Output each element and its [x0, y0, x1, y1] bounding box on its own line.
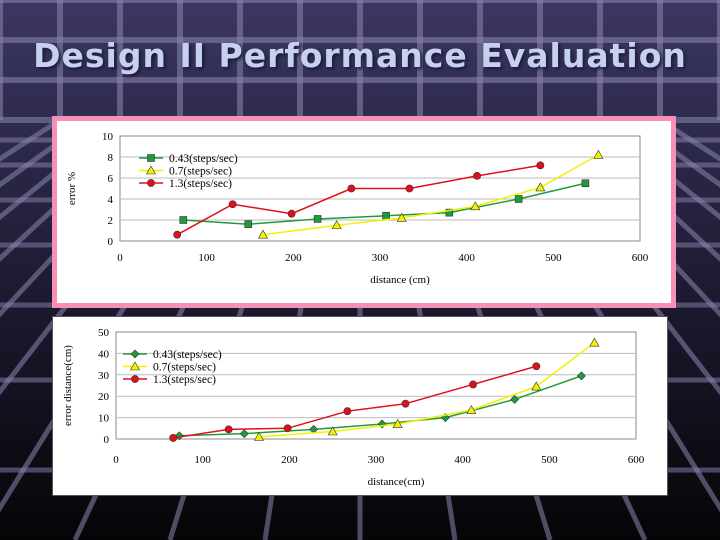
x-tick-label: 500 [545, 252, 562, 264]
legend-marker [131, 375, 139, 383]
y-tick-label: 8 [108, 152, 114, 164]
data-point-series-3 [287, 209, 296, 218]
data-point-series-1 [581, 179, 590, 188]
legend-label: 1.3(steps/sec) [153, 374, 216, 386]
bg-grid-line [598, 118, 720, 221]
data-point-series-3 [469, 380, 477, 389]
x-tick-label: 400 [458, 252, 475, 264]
data-point-series-2 [589, 337, 600, 347]
x-tick-label: 0 [113, 454, 119, 466]
y-tick-label: 20 [98, 391, 110, 403]
data-point-series-2 [535, 182, 546, 192]
data-point-series-1 [576, 371, 586, 381]
x-tick-label: 0 [117, 252, 123, 264]
data-point-series-3 [405, 184, 414, 193]
data-point-series-3 [169, 434, 178, 442]
data-point-series-2 [466, 404, 477, 414]
y-tick-label: 50 [98, 327, 110, 339]
data-point-series-3 [343, 407, 352, 416]
series-line-2 [258, 342, 595, 438]
data-point-series-1 [445, 208, 454, 217]
x-tick-label: 100 [198, 252, 215, 264]
legend-label: 1.3(steps/sec) [169, 178, 232, 190]
x-tick-label: 400 [454, 454, 471, 466]
x-tick-label: 300 [368, 454, 385, 466]
y-tick-label: 2 [108, 215, 114, 227]
data-point-series-1 [382, 212, 390, 220]
data-point-series-1 [244, 220, 253, 228]
slide-title: Design II Performance Evaluation [33, 36, 687, 75]
data-point-series-3 [536, 161, 545, 170]
x-tick-label: 500 [541, 454, 558, 466]
x-tick-label: 200 [285, 252, 302, 264]
x-tick-label: 100 [194, 454, 211, 466]
data-point-series-1 [239, 429, 249, 439]
data-point-series-1 [510, 394, 520, 404]
data-point-series-2 [392, 418, 403, 428]
legend-label: 0.43(steps/sec) [169, 153, 238, 165]
data-point-series-3 [173, 230, 182, 239]
y-tick-label: 30 [98, 370, 110, 382]
bg-grid-line [0, 118, 122, 221]
x-axis-label: distance(cm) [368, 476, 425, 488]
data-point-series-1 [313, 215, 322, 223]
y-tick-label: 0 [104, 434, 110, 446]
y-tick-label: 40 [98, 348, 110, 360]
x-tick-label: 600 [628, 454, 645, 466]
y-tick-label: 4 [108, 194, 114, 206]
x-axis-label: distance (cm) [370, 274, 430, 286]
data-point-series-2 [253, 431, 265, 441]
legend-marker [129, 361, 141, 371]
y-tick-label: 10 [102, 131, 114, 143]
data-point-series-3 [228, 200, 237, 209]
data-point-series-3 [532, 362, 541, 371]
x-tick-label: 300 [372, 252, 389, 264]
data-point-series-2 [327, 426, 338, 436]
data-point-series-3 [401, 399, 410, 408]
data-point-series-3 [283, 424, 292, 433]
y-axis-label: error distance(cm) [62, 345, 74, 426]
data-point-series-3 [224, 425, 233, 434]
data-point-series-2 [593, 149, 604, 159]
x-tick-label: 600 [632, 252, 649, 264]
error-percent-chart-panel: 0 2 4 6 8 10 0 100 200 300 400 500 600 distance (cm) e… [52, 116, 676, 308]
data-point-series-1 [179, 216, 188, 224]
plot-area [115, 331, 637, 440]
data-point-series-2 [331, 220, 342, 230]
data-point-series-1 [514, 195, 523, 203]
legend-label: 0.7(steps/sec) [153, 362, 216, 374]
legend: 0.43(steps/sec)0.7(steps/sec)1.3(steps/s… [123, 349, 222, 386]
data-point-series-2 [470, 201, 481, 211]
data-point-series-2 [531, 381, 542, 391]
y-axis-label: error % [66, 172, 78, 205]
legend-label: 0.43(steps/sec) [153, 349, 222, 361]
error-distance-chart-panel: 0 10 20 30 40 50 0 100 200 300 400 500 600 distance(c… [52, 316, 668, 496]
legend-marker [145, 165, 157, 175]
legend-label: 0.7(steps/sec) [169, 166, 232, 178]
x-tick-label: 200 [281, 454, 298, 466]
y-tick-label: 6 [108, 173, 114, 185]
y-tick-label: 0 [108, 236, 114, 248]
legend-marker [147, 179, 155, 187]
legend-marker [147, 154, 155, 162]
data-point-series-2 [396, 212, 407, 222]
data-point-series-2 [257, 229, 269, 239]
legend: 0.43(steps/sec)0.7(steps/sec)1.3(steps/s… [139, 153, 238, 190]
legend-marker [130, 349, 140, 359]
data-point-series-3 [473, 172, 481, 180]
y-tick-label: 10 [98, 413, 110, 425]
data-point-series-3 [347, 184, 356, 193]
series-line-2 [262, 154, 599, 236]
